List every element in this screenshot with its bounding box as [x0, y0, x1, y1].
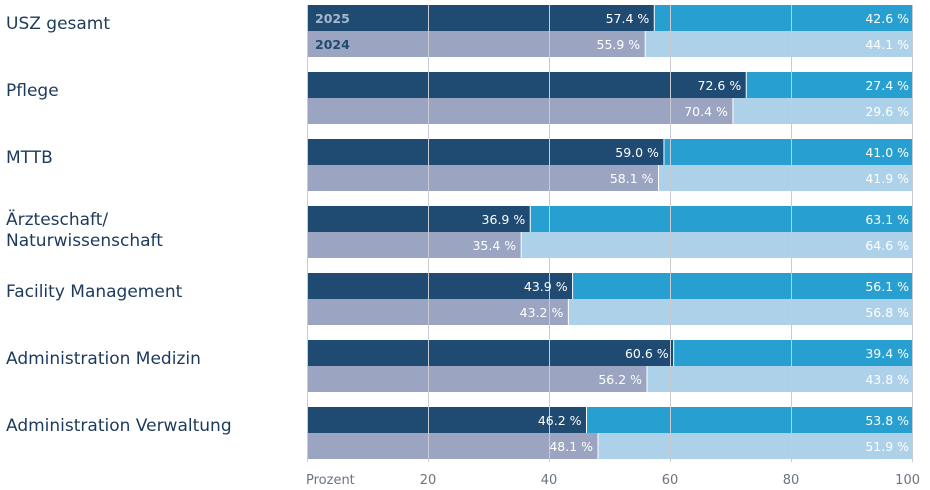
bar-segment-first-2024: [307, 98, 733, 124]
bar-segment-second-2024: [732, 98, 912, 124]
value-label-second-2024: 41.9 %: [865, 171, 909, 186]
bar-segment-first-2025: [307, 206, 531, 232]
bar-segment-second-2024: [645, 31, 912, 57]
bar-segment-second-2024: [521, 232, 912, 258]
x-tick-label: 20: [420, 473, 437, 488]
category-label-line: Administration Verwaltung: [6, 416, 232, 436]
bar-segment-first-2024: [307, 299, 569, 325]
bar-segment-second-2025: [530, 206, 912, 232]
value-label-first-2025: 72.6 %: [698, 78, 742, 93]
value-label-second-2025: 41.0 %: [865, 145, 909, 160]
bar-segment-second-2025: [663, 139, 912, 165]
value-label-first-2025: 43.9 %: [524, 279, 568, 294]
bar-segment-first-2025: [307, 407, 587, 433]
value-label-second-2025: 42.6 %: [865, 11, 909, 26]
value-label-second-2024: 44.1 %: [865, 37, 909, 52]
category-label: Pflege: [6, 81, 59, 101]
year-label-2025: 2025: [315, 11, 350, 26]
value-label-first-2024: 43.2 %: [520, 305, 564, 320]
category-label: Ärzteschaft/Naturwissenschaft: [6, 209, 163, 251]
category-label-line: Administration Medizin: [6, 349, 201, 369]
bar-segment-second-2024: [568, 299, 912, 325]
x-tick-label: 60: [662, 473, 679, 488]
value-label-first-2024: 70.4 %: [684, 104, 728, 119]
bar-segment-first-2024: [307, 366, 648, 392]
value-label-second-2024: 64.6 %: [865, 238, 909, 253]
bar-segment-first-2025: [307, 139, 664, 165]
category-label-line: Pflege: [6, 81, 59, 101]
bar-segment-first-2025: [307, 340, 674, 366]
value-label-second-2024: 29.6 %: [865, 104, 909, 119]
value-label-second-2024: 43.8 %: [865, 372, 909, 387]
value-label-second-2025: 27.4 %: [865, 78, 909, 93]
bars-layer: [307, 5, 912, 459]
value-label-first-2025: 46.2 %: [538, 413, 582, 428]
value-label-second-2025: 53.8 %: [865, 413, 909, 428]
category-label-line: Facility Management: [6, 282, 183, 302]
x-tick-label: 100: [895, 473, 920, 488]
category-label-line: USZ gesamt: [6, 14, 110, 34]
value-label-second-2025: 56.1 %: [865, 279, 909, 294]
bar-segment-second-2025: [746, 72, 912, 98]
category-label: Facility Management: [6, 282, 183, 302]
bar-segment-second-2025: [586, 407, 912, 433]
category-label: Administration Verwaltung: [6, 416, 232, 436]
value-label-first-2025: 60.6 %: [625, 346, 669, 361]
category-label: Administration Medizin: [6, 349, 201, 369]
value-label-first-2024: 55.9 %: [597, 37, 641, 52]
value-label-second-2025: 63.1 %: [865, 212, 909, 227]
category-label-line: Naturwissenschaft: [6, 231, 163, 251]
value-label-first-2025: 59.0 %: [615, 145, 659, 160]
category-label-line: Ärzteschaft/: [6, 209, 108, 230]
value-label-first-2024: 58.1 %: [610, 171, 654, 186]
x-axis-label: Prozent: [306, 473, 355, 488]
bar-segment-first-2024: [307, 31, 646, 57]
bar-segment-first-2024: [307, 165, 659, 191]
bar-segment-first-2024: [307, 232, 522, 258]
bar-segment-second-2024: [647, 366, 912, 392]
category-label: USZ gesamt: [6, 14, 110, 34]
bar-segment-first-2025: [307, 5, 655, 31]
bar-segment-second-2025: [654, 5, 912, 31]
gridlines-layer: [307, 5, 913, 462]
value-label-first-2025: 36.9 %: [482, 212, 526, 227]
bar-segment-second-2025: [572, 273, 912, 299]
value-label-second-2024: 56.8 %: [865, 305, 909, 320]
x-tick-label: 80: [783, 473, 800, 488]
year-label-2024: 2024: [315, 37, 350, 52]
bar-segment-first-2025: [307, 273, 573, 299]
value-label-first-2024: 35.4 %: [472, 238, 516, 253]
bar-segment-second-2024: [658, 165, 912, 191]
labels-layer: USZ gesamt 57.4 % 42.6 % 2025 55.9 % 44.1 % 20…: [6, 11, 920, 488]
value-label-first-2024: 56.2 %: [598, 372, 642, 387]
x-tick-label: 40: [541, 473, 558, 488]
value-label-second-2025: 39.4 %: [865, 346, 909, 361]
value-label-second-2024: 51.9 %: [865, 439, 909, 454]
bar-segment-second-2025: [673, 340, 912, 366]
value-label-first-2024: 48.1 %: [549, 439, 593, 454]
value-label-first-2025: 57.4 %: [606, 11, 650, 26]
bar-segment-second-2024: [598, 433, 912, 459]
bar-segment-first-2025: [307, 72, 747, 98]
category-label-line: MTTB: [6, 148, 53, 168]
category-label: MTTB: [6, 148, 53, 168]
